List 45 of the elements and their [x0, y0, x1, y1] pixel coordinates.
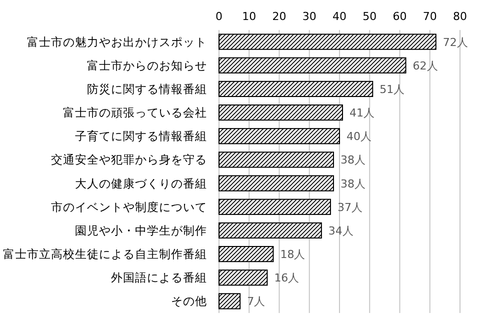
bar	[218, 246, 274, 262]
y-tick-label: 富士市の魅力やお出かけスポット	[27, 34, 207, 49]
bar	[218, 34, 436, 50]
data-label: 51人	[380, 82, 405, 96]
data-label: 16人	[274, 272, 300, 285]
bar	[218, 270, 268, 286]
x-tick-label: 10	[242, 10, 256, 23]
bar	[218, 104, 344, 121]
data-label: 38人	[340, 154, 366, 167]
y-tick-label: 富士市立高校生徒による自主制作番組	[3, 247, 207, 262]
x-tick-label: 30	[302, 10, 316, 23]
data-label: 62人	[412, 59, 438, 72]
data-label: 40人	[346, 130, 372, 144]
data-label: 7人	[247, 295, 266, 308]
data-label: 41人	[350, 106, 375, 120]
bar	[218, 222, 322, 239]
y-tick-label: 子育てに関する情報番組	[75, 129, 207, 144]
x-tick-label: 0	[216, 10, 222, 23]
bar	[218, 198, 331, 215]
y-tick-label: 外国語による番組	[111, 270, 207, 285]
bar	[218, 57, 406, 74]
x-tick-label: 60	[392, 10, 407, 23]
data-label: 38人	[340, 177, 366, 190]
x-tick-label: 20	[272, 10, 286, 23]
data-label: 18人	[280, 248, 306, 262]
data-label: 72人	[442, 36, 468, 49]
bar	[218, 80, 374, 98]
x-tick-label: 80	[453, 10, 467, 23]
data-label: 34人	[328, 224, 354, 238]
y-tick-label: 園児や小・中学生が制作	[75, 223, 207, 238]
bar	[218, 152, 334, 168]
bar	[218, 293, 241, 310]
y-tick-label: その他	[171, 294, 207, 308]
data-label: 37人	[337, 200, 362, 214]
x-tick-label: 70	[422, 10, 437, 23]
y-tick-label: 交通安全や犯罪から身を守る	[51, 152, 207, 167]
y-tick-label: 富士市からのお知らせ	[87, 58, 207, 72]
x-tick-label: 40	[332, 10, 346, 23]
bar	[218, 175, 334, 192]
y-tick-label: 大人の健康づくりの番組	[75, 176, 207, 190]
y-tick-label: 富士市の頑張っている会社	[63, 106, 207, 120]
y-tick-label: 市のイベントや制度について	[51, 200, 207, 214]
x-tick-label: 50	[362, 10, 377, 23]
y-tick-label: 防災に関する情報番組	[87, 82, 207, 96]
bar	[218, 128, 340, 144]
